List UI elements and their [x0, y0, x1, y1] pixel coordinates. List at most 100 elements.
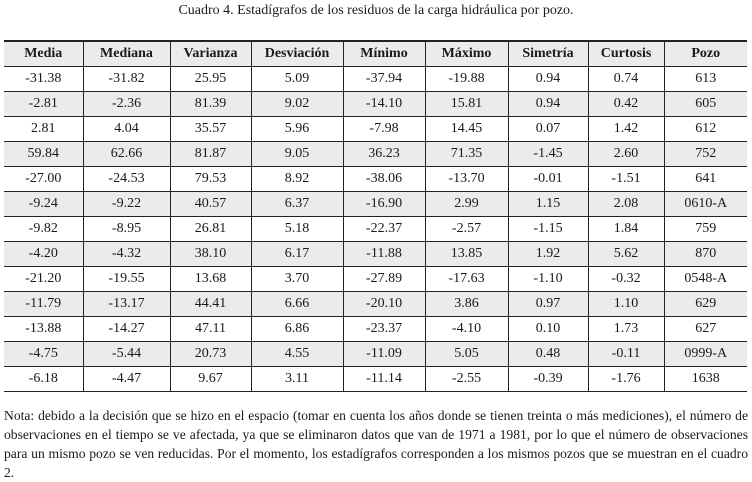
table-note: Nota: debido a la decisión que se hizo e…	[4, 408, 748, 480]
table-cell: -0.01	[507, 166, 588, 192]
table-cell: 1.42	[587, 116, 664, 142]
table-cell: -0.11	[587, 341, 664, 367]
table-cell: 81.87	[169, 141, 251, 167]
table-cell: -2.55	[424, 366, 508, 392]
table-cell: 0.94	[507, 66, 588, 92]
header-row: Media Mediana Varianza Desviación Mínimo Máxi…	[4, 41, 747, 67]
column-header: Mediana	[82, 41, 170, 67]
table-cell: -22.37	[342, 216, 425, 242]
table-cell: 62.66	[82, 141, 170, 167]
table-cell: -19.55	[82, 266, 170, 292]
table-cell: -20.10	[342, 291, 425, 317]
table-cell: -27.00	[4, 166, 83, 192]
table-cell: 0.10	[507, 316, 588, 342]
table-cell: 870	[663, 241, 747, 267]
table-cell: -17.63	[424, 266, 508, 292]
table-cell: 6.66	[250, 291, 343, 317]
table-cell: -4.20	[4, 241, 83, 267]
table-cell: 613	[663, 66, 747, 92]
table-cell: -11.14	[342, 366, 425, 392]
table-cell: 40.57	[169, 191, 251, 217]
table-cell: -24.53	[82, 166, 170, 192]
table-cell: -13.17	[82, 291, 170, 317]
table-cell: 13.68	[169, 266, 251, 292]
table-cell: 1.73	[587, 316, 664, 342]
table-row: -11.79 -13.17 44.41 6.66 -20.10 3.86 0.97 1.10 6…	[4, 291, 747, 317]
column-header: Desviación	[250, 41, 343, 67]
table-row: -21.20 -19.55 13.68 3.70 -27.89 -17.63 -1.10 -0…	[4, 266, 747, 292]
table-cell: -1.10	[507, 266, 588, 292]
table-row: 2.81 4.04 35.57 5.96 -7.98 14.45 0.07 1.42 612	[4, 116, 747, 142]
table-cell: 2.99	[424, 191, 508, 217]
table-cell: 4.04	[82, 116, 170, 142]
table-cell: -11.09	[342, 341, 425, 367]
table-row: -9.24 -9.22 40.57 6.37 -16.90 2.99 1.15 2.08 061…	[4, 191, 747, 217]
table-cell: 71.35	[424, 141, 508, 167]
table-cell: 3.70	[250, 266, 343, 292]
table-cell: -1.76	[587, 366, 664, 392]
table-cell: -14.10	[342, 91, 425, 117]
table-cell: 6.37	[250, 191, 343, 217]
table-cell: -13.88	[4, 316, 83, 342]
table-cell: 5.05	[424, 341, 508, 367]
table-row: -2.81 -2.36 81.39 9.02 -14.10 15.81 0.94 0.42 60…	[4, 91, 747, 117]
table-cell: -4.32	[82, 241, 170, 267]
table-row: -9.82 -8.95 26.81 5.18 -22.37 -2.57 -1.15 1.84 7…	[4, 216, 747, 242]
table-cell: -21.20	[4, 266, 83, 292]
table-cell: -4.75	[4, 341, 83, 367]
table-row: -4.75 -5.44 20.73 4.55 -11.09 5.05 0.48 -0.11 09…	[4, 341, 747, 367]
table-row: 59.84 62.66 81.87 9.05 36.23 71.35 -1.45 2.60 75…	[4, 141, 747, 167]
table-cell: 605	[663, 91, 747, 117]
column-header: Media	[4, 41, 83, 67]
table-cell: 35.57	[169, 116, 251, 142]
table-cell: 81.39	[169, 91, 251, 117]
table-cell: -9.22	[82, 191, 170, 217]
table-cell: 14.45	[424, 116, 508, 142]
table-row: -6.18 -4.47 9.67 3.11 -11.14 -2.55 -0.39 -1.76 1…	[4, 366, 747, 392]
table-cell: -1.15	[507, 216, 588, 242]
table-cell: 6.17	[250, 241, 343, 267]
table-cell: -23.37	[342, 316, 425, 342]
table-cell: 9.05	[250, 141, 343, 167]
table-cell: 44.41	[169, 291, 251, 317]
table-cell: -37.94	[342, 66, 425, 92]
table-cell: -14.27	[82, 316, 170, 342]
table-cell: 47.11	[169, 316, 251, 342]
table-cell: 5.18	[250, 216, 343, 242]
table-cell: 759	[663, 216, 747, 242]
table-cell: 0.48	[507, 341, 588, 367]
table-cell: -0.32	[587, 266, 664, 292]
table-cell: -38.06	[342, 166, 425, 192]
table-cell: 1638	[663, 366, 747, 392]
table-cell: 752	[663, 141, 747, 167]
table-row: -31.38 -31.82 25.95 5.09 -37.94 -19.88 0.94 0.7…	[4, 66, 747, 92]
table-cell: 9.67	[169, 366, 251, 392]
table-cell: 3.11	[250, 366, 343, 392]
table-cell: 4.55	[250, 341, 343, 367]
statistics-table: Media Mediana Varianza Desviación Mínimo Máxi…	[4, 40, 747, 392]
table-cell: 59.84	[4, 141, 83, 167]
column-header: Mínimo	[342, 41, 425, 67]
table-cell: -31.38	[4, 66, 83, 92]
table-cell: 8.92	[250, 166, 343, 192]
table-cell: -11.88	[342, 241, 425, 267]
table-cell: 5.09	[250, 66, 343, 92]
table-cell: -16.90	[342, 191, 425, 217]
table-cell: 1.10	[587, 291, 664, 317]
table-cell: 2.08	[587, 191, 664, 217]
table-row: -13.88 -14.27 47.11 6.86 -23.37 -4.10 0.10 1.73…	[4, 316, 747, 342]
table-cell: 13.85	[424, 241, 508, 267]
table-cell: 0999-A	[663, 341, 747, 367]
table-cell: 2.60	[587, 141, 664, 167]
table-cell: 0.74	[587, 66, 664, 92]
column-header: Máximo	[424, 41, 508, 67]
table-cell: 9.02	[250, 91, 343, 117]
table-cell: -2.57	[424, 216, 508, 242]
table-cell: -27.89	[342, 266, 425, 292]
column-header: Curtosis	[587, 41, 664, 67]
table-cell: -8.95	[82, 216, 170, 242]
table-cell: 0548-A	[663, 266, 747, 292]
table-cell: 1.84	[587, 216, 664, 242]
table-cell: -1.51	[587, 166, 664, 192]
table-cell: -6.18	[4, 366, 83, 392]
